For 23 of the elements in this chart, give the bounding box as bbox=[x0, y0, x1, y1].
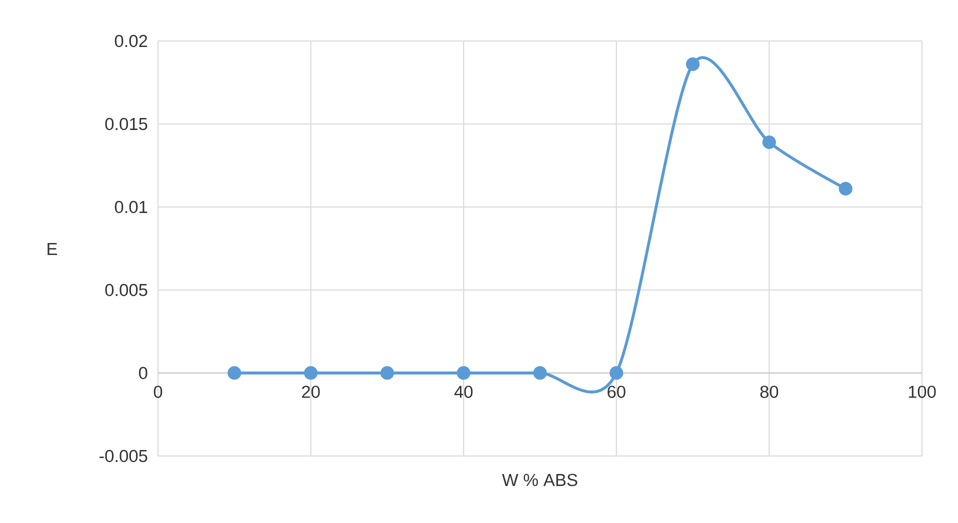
y-axis-title: E bbox=[48, 243, 58, 255]
y-tick-label: 0.01 bbox=[114, 200, 148, 214]
y-tick-label: 0.02 bbox=[114, 34, 148, 48]
point bbox=[762, 135, 776, 150]
x-tick-label: 40 bbox=[454, 386, 473, 398]
point bbox=[610, 366, 624, 380]
point bbox=[380, 366, 394, 380]
y-tick-label: -0.005 bbox=[100, 450, 148, 462]
point bbox=[304, 366, 318, 380]
point bbox=[838, 182, 852, 196]
point bbox=[533, 366, 547, 380]
point bbox=[456, 366, 470, 380]
point bbox=[228, 366, 242, 380]
x-tick-label: 60 bbox=[608, 386, 626, 398]
x-axis-title: W % ABS bbox=[502, 474, 578, 486]
x-tick-label: 100 bbox=[908, 386, 936, 398]
point bbox=[686, 57, 700, 72]
y-tick-label: 0 bbox=[138, 366, 148, 380]
y-tick-label: 0.005 bbox=[105, 284, 148, 296]
y-tick-label: 0.015 bbox=[105, 118, 148, 130]
x-tick-label: 80 bbox=[760, 386, 778, 398]
x-tick-label: 20 bbox=[302, 386, 320, 398]
x-tick-label: 0 bbox=[154, 386, 162, 398]
